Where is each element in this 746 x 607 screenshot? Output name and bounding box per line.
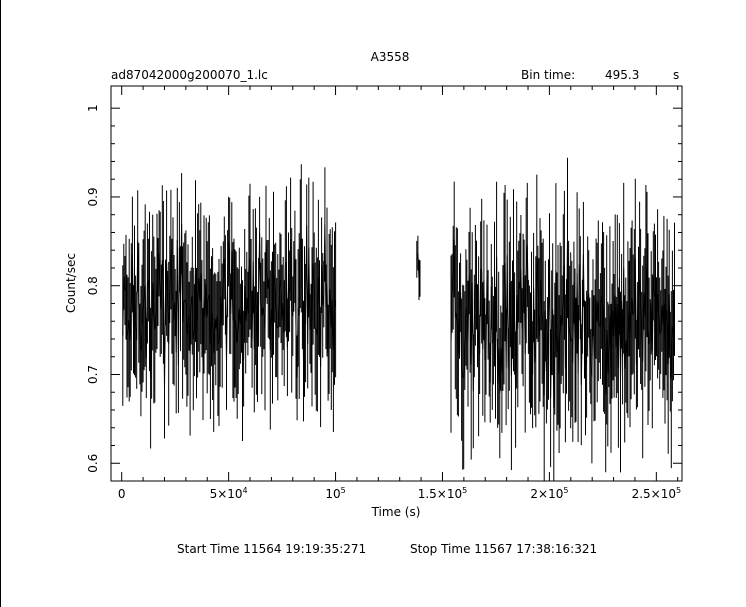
series-line-2 — [450, 237, 675, 408]
data-series — [122, 157, 675, 481]
chart-title: A3558 — [371, 50, 410, 64]
x-tick-label-2: 105 — [325, 486, 345, 501]
series-line-1 — [416, 252, 421, 282]
y-tick-label-3: 0.9 — [86, 187, 100, 206]
series-line-0 — [122, 223, 337, 388]
y-tick-label-0: 0.6 — [86, 454, 100, 473]
y-axis: 0.6 0.7 0.8 0.9 1 — [86, 104, 682, 473]
y-tick-label-1: 0.7 — [86, 365, 100, 384]
y-tick-label-4: 1 — [86, 104, 100, 112]
x-tick-label-1: 5×104 — [210, 486, 248, 501]
window-left-edge — [0, 0, 1, 607]
x-tick-label-4: 2×105 — [530, 486, 568, 501]
y-tick-label-2: 0.8 — [86, 276, 100, 295]
bin-time-value: 495.3 — [605, 68, 639, 82]
plot-frame — [110, 85, 683, 482]
stop-time: Stop Time 11567 17:38:16:321 — [410, 542, 597, 556]
x-tick-label-3: 1.5×105 — [418, 486, 468, 501]
start-time: Start Time 11564 19:19:35:271 — [177, 542, 366, 556]
x-tick-label-0: 0 — [118, 487, 126, 501]
x-tick-label-5: 2.5×105 — [632, 486, 682, 501]
x-axis: 0 5×104 105 1.5×105 2×105 2.5×105 — [118, 86, 681, 501]
bin-time-label: Bin time: — [521, 68, 575, 82]
y-axis-label: Count/sec — [64, 253, 78, 313]
lightcurve-filename: ad87042000g200070_1.lc — [111, 68, 268, 82]
bin-time-unit: s — [673, 68, 679, 82]
x-axis-label: Time (s) — [371, 505, 421, 519]
